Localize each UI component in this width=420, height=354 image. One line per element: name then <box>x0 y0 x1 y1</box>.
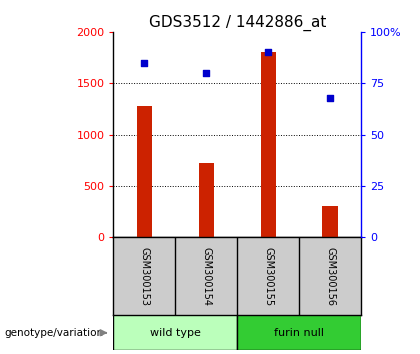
Point <box>265 50 272 55</box>
Text: furin null: furin null <box>274 328 324 338</box>
Bar <box>323 206 338 237</box>
Title: GDS3512 / 1442886_at: GDS3512 / 1442886_at <box>149 14 326 30</box>
Bar <box>113 315 237 350</box>
Bar <box>260 52 276 237</box>
Text: GSM300154: GSM300154 <box>201 247 211 306</box>
Bar <box>237 315 361 350</box>
Text: GSM300153: GSM300153 <box>139 247 150 306</box>
Text: GSM300156: GSM300156 <box>325 247 335 306</box>
Text: wild type: wild type <box>150 328 201 338</box>
Point <box>327 95 333 101</box>
Bar <box>136 106 152 237</box>
Bar <box>199 163 214 237</box>
Point <box>203 70 210 76</box>
Text: GSM300155: GSM300155 <box>263 246 273 306</box>
Text: genotype/variation: genotype/variation <box>4 328 103 338</box>
Point <box>141 60 148 65</box>
